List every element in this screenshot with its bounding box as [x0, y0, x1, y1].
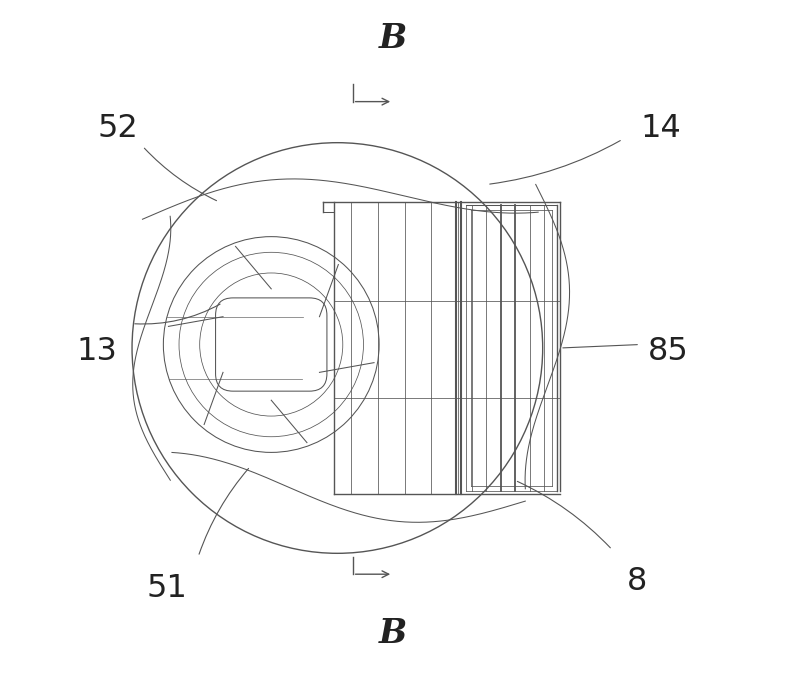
- Text: 8: 8: [626, 566, 647, 596]
- Text: 51: 51: [146, 573, 187, 603]
- Text: B: B: [379, 617, 407, 650]
- Text: 13: 13: [77, 336, 118, 367]
- Text: B: B: [379, 22, 407, 55]
- Text: 85: 85: [647, 336, 688, 367]
- Text: 52: 52: [98, 113, 138, 144]
- Text: 14: 14: [641, 113, 682, 144]
